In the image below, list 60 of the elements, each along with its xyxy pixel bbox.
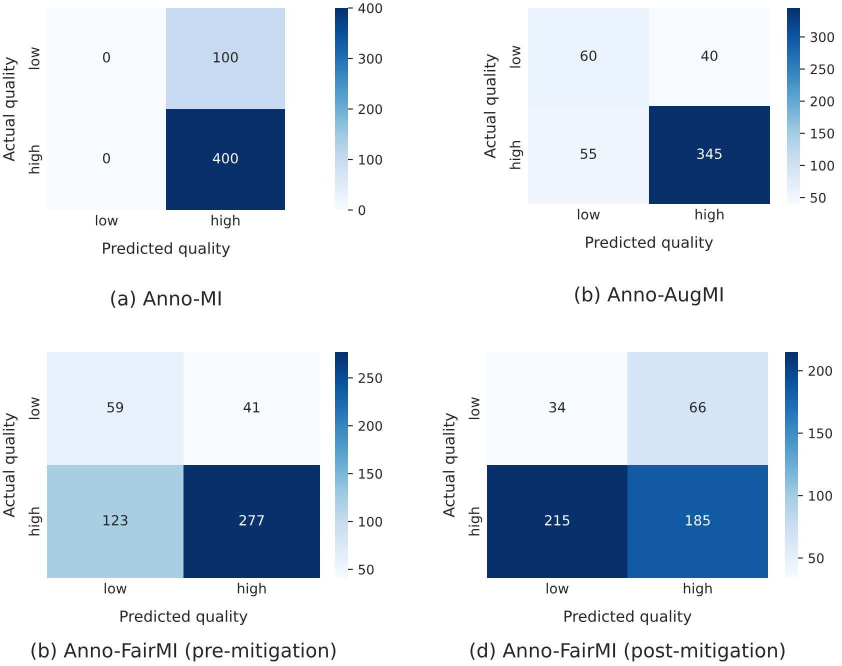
data-label: 41 [244,402,260,412]
text: (d) Anno-FairMI (post-mitigation) [470,642,785,662]
data-label: 34 [549,402,566,413]
color-bar-label: 200 [358,420,382,431]
data-label: 185 [686,515,710,526]
color-bar-label: 50 [358,564,374,575]
x-axis-title: Predicted quality [586,236,713,251]
data-label: 40 [701,50,718,62]
color-bar-label: 0 [358,205,366,216]
color-bar-label: 250 [358,373,382,384]
color-bar-label: 400 [358,3,382,14]
color-bar-label: 250 [810,64,834,74]
color-bar-label: 200 [810,96,834,106]
color-bar-label: 200 [358,104,382,114]
x-tick-label: low [104,582,127,594]
x-tick-label: high [238,582,266,596]
y-tick-label: high [28,146,42,174]
data-label: 400 [212,153,238,164]
x-axis-title: Predicted quality [103,242,230,257]
data-label: 123 [104,515,128,526]
y-tick-label: low [28,397,40,420]
y-axis-title: Actual quality [2,56,18,162]
x-tick-label: high [212,214,240,228]
x-tick-label: low [96,214,118,226]
y-tick-label: low [28,47,40,70]
text: (b) Anno-AugMI [575,286,723,306]
color-bar-label: 150 [811,128,834,139]
text: (a) Anno-MI [111,290,221,308]
color-bar-label: 100 [811,160,834,171]
color-bar-label: 100 [359,154,382,165]
data-label: 277 [240,515,264,526]
y-axis-title: Actual quality [2,412,18,518]
color-bar-label: 100 [359,516,382,527]
x-tick-label: high [684,582,712,596]
color-bar-label: 200 [808,366,832,376]
x-tick-label: low [546,582,569,594]
data-label: 0 [102,153,110,164]
y-axis-title: Actual quality [484,54,499,158]
data-label: 345 [697,148,722,160]
y-tick-label: high [28,508,42,536]
x-axis-title: Predicted quality [120,610,248,625]
text: (b) Anno-FairMI (pre-mitigation) [32,642,336,662]
data-label: 100 [214,52,238,63]
data-label: 60 [580,50,596,62]
color-bar-label: 50 [808,553,824,564]
data-label: 59 [107,402,124,413]
data-label: 0 [102,52,110,63]
x-tick-label: low [578,208,600,220]
x-axis-title: Predicted quality [564,610,692,625]
color-bar-label: 100 [809,490,832,501]
data-label: 55 [580,148,596,160]
data-label: 215 [545,515,570,526]
color-bar-label: 150 [359,468,382,479]
color-bar-label: 300 [810,32,834,42]
y-axis-title: Actual quality [442,412,458,518]
data-label: 66 [690,402,706,413]
color-bar-label: 50 [810,192,826,203]
color-bar-label: 150 [809,428,832,438]
color-bar-label: 300 [358,54,382,64]
x-tick-label: high [696,208,724,222]
